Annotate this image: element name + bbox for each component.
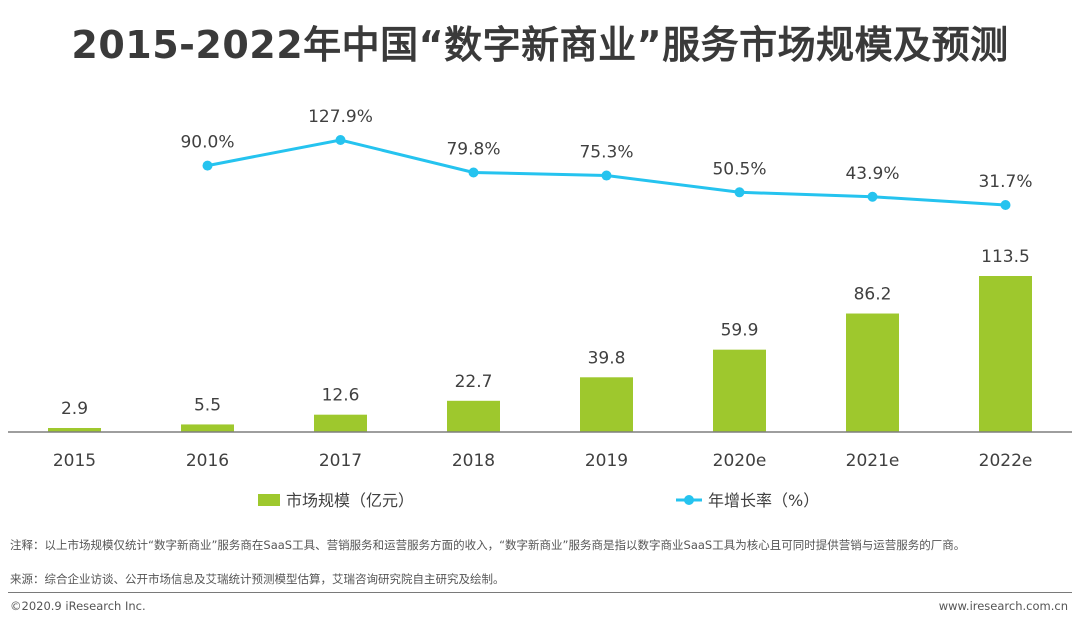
growth-rate-label: 79.8% — [446, 140, 500, 160]
bar-value-label: 59.9 — [721, 321, 759, 341]
bar-value-label: 86.2 — [854, 285, 892, 305]
x-tick-label: 2015 — [53, 451, 96, 471]
line-layer — [202, 135, 1011, 210]
x-tick-label: 2016 — [186, 451, 229, 471]
bar — [447, 400, 500, 432]
legend-bar-swatch — [258, 494, 280, 506]
source-note: 来源：综合企业访谈、公开市场信息及艾瑞统计预测模型估算，艾瑞咨询研究院自主研究及… — [10, 572, 505, 586]
footer-divider — [8, 592, 1072, 593]
bar — [48, 428, 101, 432]
footnote: 注释：以上市场规模仅统计“数字新商业”服务商在SaaS工具、营销服务和运营服务方… — [10, 538, 966, 552]
chart: 2.9 2015 5.5 2016 12.6 2017 22.7 2018 39.8 2019 59… — [8, 107, 1072, 510]
bar-value-label: 2.9 — [61, 399, 88, 419]
growth-rate-label: 127.9% — [308, 107, 373, 127]
growth-rate-point — [601, 170, 612, 181]
x-tick-label: 2019 — [585, 451, 628, 471]
x-tick-label: 2020e — [713, 451, 767, 471]
growth-rate-point — [202, 160, 213, 171]
bar-value-label: 5.5 — [194, 395, 221, 415]
bars-layer — [48, 276, 1032, 432]
legend-bar-label: 市场规模（亿元） — [286, 491, 414, 510]
growth-rate-point — [1000, 200, 1011, 210]
growth-rate-point — [335, 135, 346, 145]
growth-rate-label: 43.9% — [845, 164, 899, 184]
growth-rate-label: 50.5% — [712, 159, 766, 179]
bar-value-label: 22.7 — [455, 372, 493, 392]
copyright: ©2020.9 iResearch Inc. — [10, 599, 146, 613]
bar-value-label: 12.6 — [322, 386, 360, 406]
bar — [979, 276, 1032, 432]
website: www.iresearch.com.cn — [938, 599, 1068, 613]
bar-value-label: 39.8 — [588, 348, 626, 368]
x-tick-label: 2018 — [452, 451, 495, 471]
x-tick-label: 2017 — [319, 451, 362, 471]
growth-rate-point — [468, 167, 479, 178]
bar-value-label: 113.5 — [981, 247, 1030, 267]
growth-rate-label: 31.7% — [978, 172, 1032, 192]
bar — [713, 349, 766, 432]
growth-rate-point — [734, 187, 745, 198]
growth-rate-label: 75.3% — [579, 143, 633, 163]
bar — [181, 424, 234, 432]
chart-title: 2015-2022年中国“数字新商业”服务市场规模及预测 — [71, 23, 1009, 67]
legend-line-label: 年增长率（%） — [708, 491, 819, 510]
x-tick-label: 2021e — [846, 451, 900, 471]
bar — [580, 377, 633, 432]
legend-line-marker — [684, 495, 694, 505]
growth-rate-point — [867, 191, 878, 202]
labels-layer: 2.9 2015 5.5 2016 12.6 2017 22.7 2018 39.8 2019 59… — [53, 107, 1033, 471]
x-tick-label: 2022e — [979, 451, 1033, 471]
bar — [314, 414, 367, 432]
bar — [846, 313, 899, 432]
legend: 市场规模（亿元） 年增长率（%） — [258, 491, 819, 510]
growth-rate-label: 90.0% — [180, 133, 234, 153]
